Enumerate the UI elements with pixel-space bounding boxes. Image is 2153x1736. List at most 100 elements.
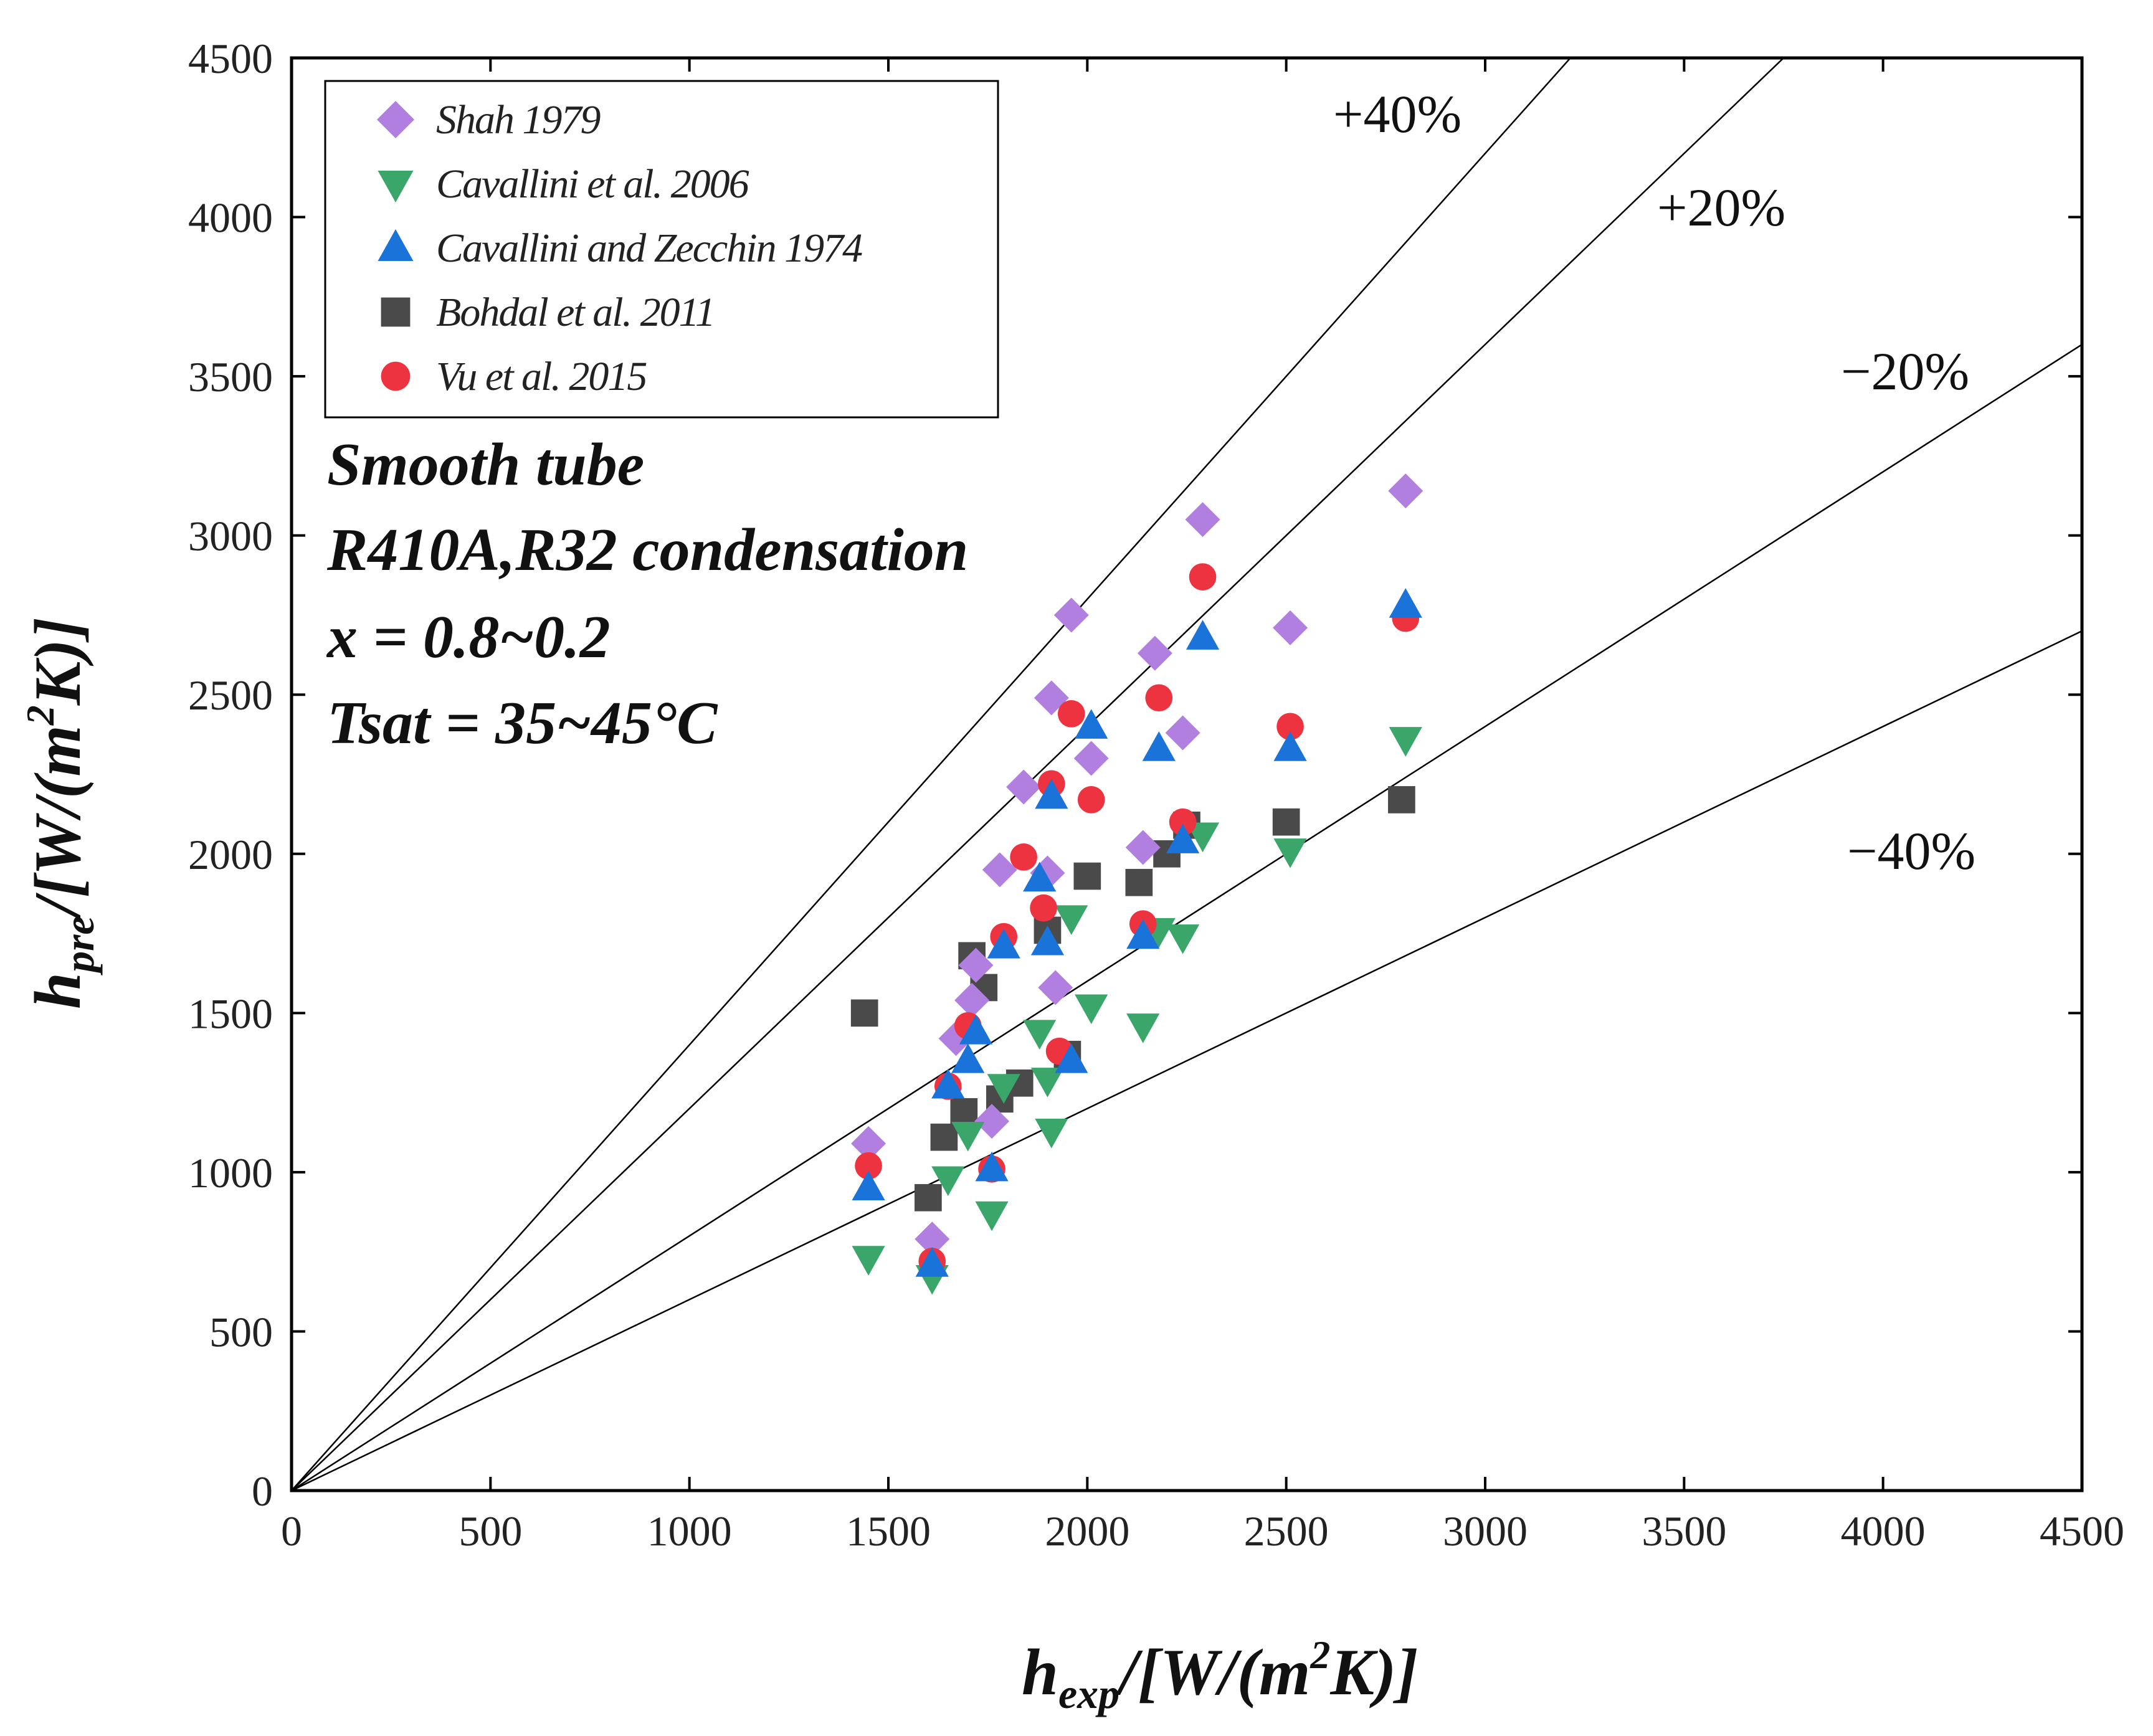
data-point-cavallini-et-al-2006 [852, 1246, 885, 1276]
y-tick-label: 1500 [188, 990, 273, 1037]
y-axis-title-main: h [21, 972, 94, 1009]
data-point-vu-et-al-2015 [855, 1152, 882, 1180]
ref-label-plus40: +40% [1333, 84, 1461, 144]
annotation-tsat: Tsat = 35~45°C [327, 690, 718, 757]
data-point-cavallini-and-zecchin-1974 [1166, 823, 1200, 853]
x-tick-label: 4000 [1841, 1507, 1926, 1555]
data-point-cavallini-and-zecchin-1974 [1035, 779, 1068, 809]
reference-line-1 [292, 58, 1785, 1491]
legend-box [324, 80, 999, 419]
legend: Shah 1979 Cavallini et al. 2006 Cavallini … [324, 80, 999, 419]
legend-marker-bohdal-et-al-2011 [381, 297, 411, 327]
legend-label-shah-1979: Shah 1979 [436, 97, 601, 143]
y-tick-label: 2000 [188, 831, 273, 878]
x-tick-label: 1500 [846, 1507, 931, 1555]
data-point-vu-et-al-2015 [1276, 713, 1304, 741]
x-tick-label: 0 [281, 1507, 302, 1555]
data-point-bohdal-et-al-2011 [915, 1183, 942, 1212]
reference-line-0 [292, 58, 1572, 1491]
legend-marker-cavallini-et-al-2006 [378, 171, 414, 202]
data-point-bohdal-et-al-2011 [1388, 786, 1415, 813]
y-tick-label: 1000 [188, 1149, 273, 1197]
data-point-cavallini-et-al-2006 [1273, 838, 1307, 868]
ref-label-minus20: −20% [1841, 341, 1969, 401]
plot-frame [290, 56, 2084, 1492]
data-point-cavallini-and-zecchin-1974 [1273, 731, 1307, 761]
data-point-cavallini-et-al-2006 [1166, 924, 1200, 954]
data-point-shah-1979 [958, 947, 994, 983]
data-point-shah-1979 [1388, 473, 1423, 509]
legend-label-vu-et-al-2015: Vu et al. 2015 [436, 354, 647, 399]
data-point-shah-1979 [1006, 769, 1042, 805]
data-point-cavallini-and-zecchin-1974 [1055, 1043, 1088, 1073]
x-tick-label: 4500 [2040, 1507, 2124, 1555]
x-axis-title-sup: 2 [1309, 1633, 1330, 1677]
data-point-cavallini-et-al-2006 [1030, 1068, 1065, 1098]
data-point-vu-et-al-2015 [1145, 684, 1173, 712]
data-point-cavallini-and-zecchin-1974 [1075, 709, 1108, 739]
data-point-cavallini-et-al-2006 [1023, 1020, 1057, 1050]
y-axis-title-unit-end: K)] [21, 617, 94, 706]
data-point-vu-et-al-2015 [1189, 563, 1217, 591]
data-point-shah-1979 [915, 1221, 950, 1257]
data-point-shah-1979 [851, 1126, 886, 1161]
y-axis-title-sub: pre [55, 916, 103, 975]
data-point-shah-1979 [974, 1104, 1010, 1139]
x-axis-title-sub: exp [1058, 1670, 1119, 1717]
data-point-cavallini-and-zecchin-1974 [975, 1151, 1009, 1182]
legend-marker-cavallini-and-zecchin-1974 [378, 229, 414, 261]
data-point-vu-et-al-2015 [1010, 843, 1037, 871]
x-axis-title-unit: /[W/(m [1115, 1636, 1310, 1709]
data-point-bohdal-et-al-2011 [1125, 868, 1153, 896]
data-point-cavallini-and-zecchin-1974 [852, 1170, 885, 1201]
x-tick-label: 2000 [1045, 1507, 1129, 1555]
data-point-cavallini-et-al-2006 [1055, 905, 1088, 935]
reference-line-2 [292, 343, 2082, 1491]
reference-line-3 [292, 630, 2082, 1491]
data-point-cavallini-and-zecchin-1974 [1389, 588, 1422, 618]
data-point-shah-1979 [1185, 502, 1220, 538]
data-point-vu-et-al-2015 [1169, 808, 1197, 836]
data-point-cavallini-and-zecchin-1974 [951, 1043, 985, 1073]
data-point-shah-1979 [1165, 715, 1200, 751]
data-point-cavallini-and-zecchin-1974 [1126, 919, 1160, 949]
x-tick-label: 3000 [1443, 1507, 1528, 1555]
x-tick-label: 2500 [1244, 1507, 1329, 1555]
data-point-cavallini-et-al-2006 [1126, 1013, 1160, 1043]
x-tick-label: 1000 [647, 1507, 732, 1555]
data-point-shah-1979 [1273, 610, 1308, 645]
y-axis-title: hpre/[W/(m2K)] [18, 617, 103, 1009]
data-point-cavallini-and-zecchin-1974 [915, 1247, 949, 1277]
data-point-bohdal-et-al-2011 [850, 999, 878, 1027]
y-tick-label: 4500 [188, 35, 273, 82]
y-tick-label: 2500 [188, 671, 273, 719]
data-point-cavallini-and-zecchin-1974 [1030, 925, 1065, 956]
legend-marker-vu-et-al-2015 [381, 361, 411, 391]
data-point-shah-1979 [982, 852, 1017, 888]
x-axis-title-unit-end: K)] [1329, 1636, 1418, 1709]
data-point-shah-1979 [1038, 970, 1073, 1005]
x-tick-label: 500 [459, 1507, 522, 1555]
annotation-tube: Smooth tube [327, 431, 644, 498]
data-point-cavallini-et-al-2006 [975, 1201, 1009, 1231]
data-point-cavallini-et-al-2006 [1389, 727, 1422, 757]
data-point-cavallini-and-zecchin-1974 [1023, 861, 1057, 892]
data-point-shah-1979 [1053, 597, 1089, 633]
ref-label-minus40: −40% [1847, 821, 1975, 881]
x-axis-title: hexp/[W/(m2K)] [1022, 1633, 1419, 1717]
data-point-cavallini-and-zecchin-1974 [1186, 620, 1220, 650]
data-point-cavallini-et-al-2006 [1035, 1118, 1068, 1149]
data-point-cavallini-et-al-2006 [931, 1166, 965, 1197]
data-point-cavallini-et-al-2006 [1186, 822, 1220, 853]
annotation-refrigerant: R410A,R32 condensation [326, 516, 968, 584]
condition-annotations: Smooth tube R410A,R32 condensation x = 0… [326, 431, 968, 757]
data-point-bohdal-et-al-2011 [930, 1123, 958, 1151]
data-point-cavallini-et-al-2006 [987, 1074, 1020, 1104]
data-point-cavallini-et-al-2006 [1075, 994, 1108, 1025]
legend-label-bohdal-et-al-2011: Bohdal et al. 2011 [436, 290, 715, 335]
data-point-cavallini-and-zecchin-1974 [1142, 731, 1176, 761]
data-point-shah-1979 [1073, 741, 1109, 776]
data-point-shah-1979 [954, 982, 990, 1018]
data-point-cavallini-and-zecchin-1974 [931, 1068, 965, 1099]
